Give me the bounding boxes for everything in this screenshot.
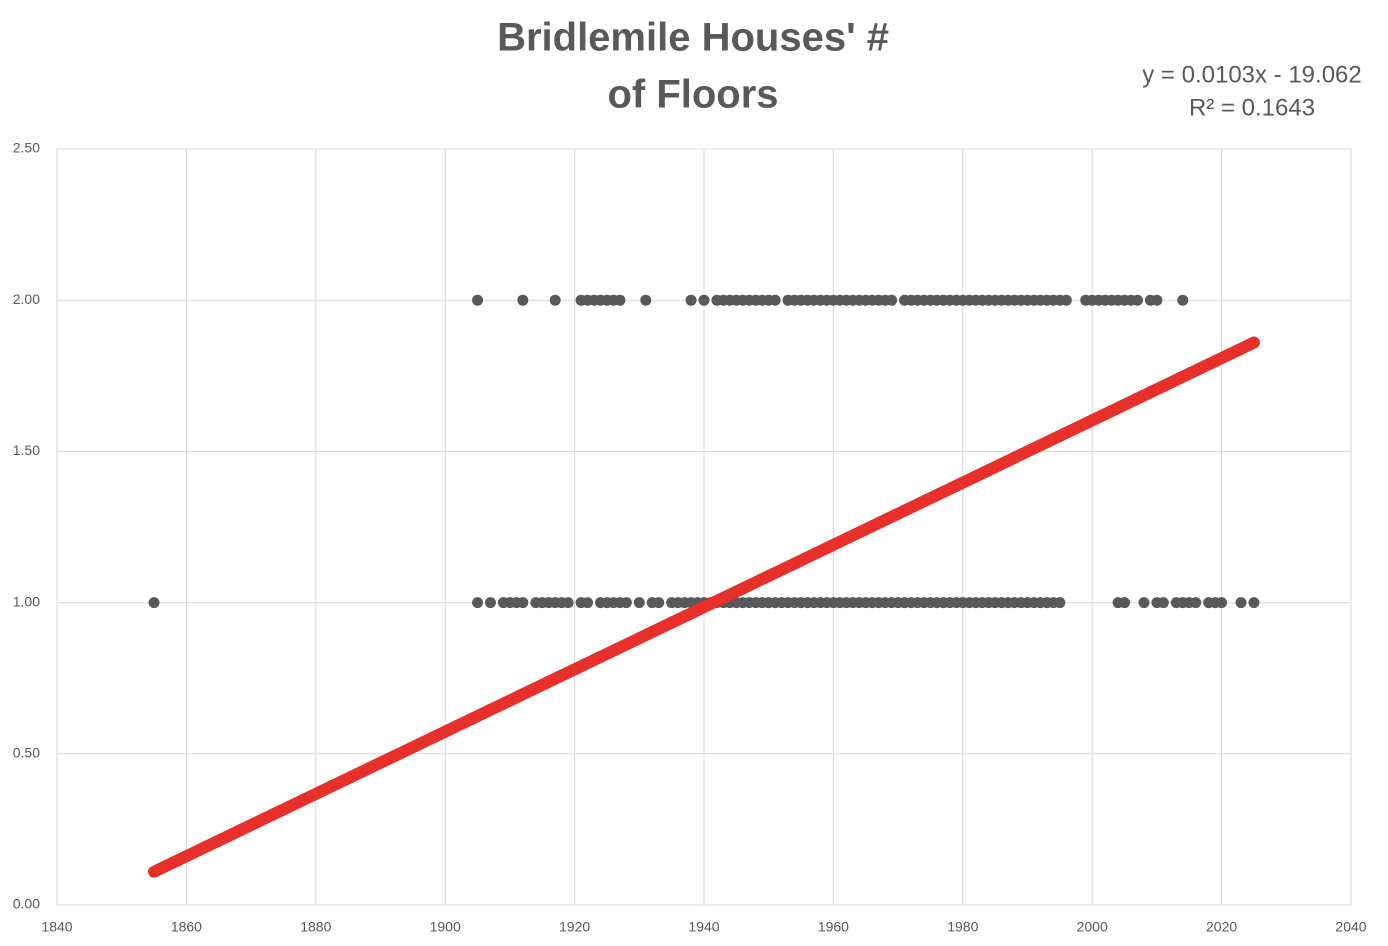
trendline	[148, 336, 1260, 878]
y-tick-label: 0.50	[13, 745, 40, 761]
x-tick-label: 1960	[818, 919, 849, 935]
trend-r-squared: R² = 0.1643	[1189, 94, 1315, 121]
data-point	[472, 294, 484, 306]
data-point	[517, 294, 529, 306]
data-point	[1190, 597, 1202, 609]
data-point	[1060, 294, 1072, 306]
data-point	[685, 294, 697, 306]
y-tick-label: 2.50	[13, 140, 40, 156]
data-point	[1151, 294, 1163, 306]
y-tick-label: 1.50	[13, 442, 40, 458]
data-point	[1119, 597, 1131, 609]
chart-title: Bridlemile Houses' #	[497, 16, 889, 60]
x-tick-label: 1920	[559, 919, 590, 935]
data-point	[633, 597, 645, 609]
data-point	[620, 597, 632, 609]
data-point	[653, 597, 665, 609]
y-tick-label: 0.00	[13, 896, 40, 912]
data-point	[517, 597, 529, 609]
data-point	[484, 597, 496, 609]
x-tick-label: 1880	[300, 919, 331, 935]
data-point	[886, 294, 898, 306]
x-tick-label: 1900	[430, 919, 461, 935]
data-point	[1177, 294, 1189, 306]
x-tick-label: 1860	[171, 919, 202, 935]
data-point	[1138, 597, 1150, 609]
x-tick-label: 1940	[688, 919, 719, 935]
trend-equation: y = 0.0103x - 19.062	[1142, 61, 1362, 88]
data-point	[769, 294, 781, 306]
x-tick-label: 2000	[1077, 919, 1108, 935]
data-point	[1054, 597, 1066, 609]
data-point	[1235, 597, 1247, 609]
data-point	[1248, 597, 1260, 609]
x-tick-label: 1840	[41, 919, 72, 935]
data-point	[562, 597, 574, 609]
chart-title: of Floors	[607, 73, 778, 117]
data-point	[472, 597, 484, 609]
data-point	[549, 294, 561, 306]
data-point	[640, 294, 652, 306]
data-point	[1157, 597, 1169, 609]
data-point	[1216, 597, 1228, 609]
x-tick-label: 2020	[1206, 919, 1237, 935]
data-point	[582, 597, 594, 609]
data-point	[698, 294, 710, 306]
data-point	[1131, 294, 1143, 306]
data-point	[614, 294, 626, 306]
x-tick-label: 1980	[947, 919, 978, 935]
y-tick-label: 2.00	[13, 291, 40, 307]
data-point	[148, 597, 160, 609]
x-tick-label: 2040	[1335, 919, 1366, 935]
y-tick-label: 1.00	[13, 593, 40, 609]
